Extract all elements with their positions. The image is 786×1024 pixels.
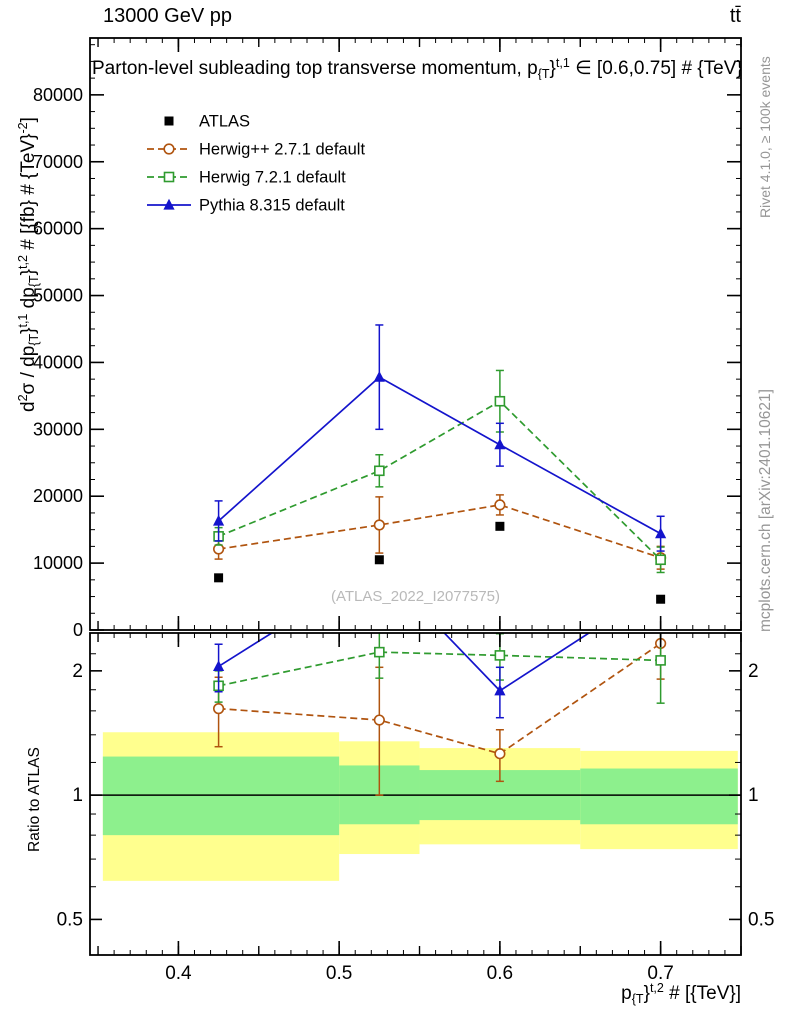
legend-entry-herwig-2-7-1-default: Herwig++ 2.7.1 default (147, 141, 365, 159)
legend-entry-herwig-7-2-1-default: Herwig 7.2.1 default (147, 169, 346, 187)
series-pythia-8-315-default (212, 324, 667, 552)
panel-frame (89, 37, 742, 631)
inner-band (580, 768, 738, 825)
series-herwig-7-2-1-default (213, 633, 666, 704)
svg-text:ATLAS: ATLAS (199, 113, 250, 131)
svg-text:0.4: 0.4 (165, 963, 192, 984)
svg-text:Herwig 7.2.1 default: Herwig 7.2.1 default (199, 169, 346, 187)
svg-text:20000: 20000 (33, 486, 83, 506)
svg-text:0: 0 (73, 620, 83, 640)
svg-text:1: 1 (72, 785, 83, 806)
svg-text:2: 2 (72, 661, 83, 682)
series-atlas (214, 521, 666, 604)
svg-text:Pythia 8.315 default: Pythia 8.315 default (199, 197, 345, 215)
x-axis-label: p{T}t,2 # [{TeV}] (621, 981, 741, 1007)
legend: ATLAS Herwig++ 2.7.1 default Herwig 7.2.1 … (147, 113, 365, 215)
svg-text:0.5: 0.5 (326, 963, 352, 984)
svg-text:0.5: 0.5 (57, 909, 83, 930)
process-label: tt̄ (729, 5, 741, 27)
analysis-watermark: (ATLAS_2022_I2077575) (330, 588, 500, 605)
main-panel-series (212, 324, 667, 604)
legend-entry-atlas: ATLAS (164, 113, 250, 131)
svg-text:1: 1 (748, 785, 759, 806)
beam-energy-label: 13000 GeV pp (103, 5, 232, 27)
svg-text:60000: 60000 (33, 219, 83, 239)
svg-text:80000: 80000 (33, 85, 83, 105)
svg-text:70000: 70000 (33, 152, 83, 172)
svg-text:2: 2 (748, 661, 759, 682)
plot-title: Parton-level subleading top transverse m… (92, 57, 741, 80)
svg-text:Herwig++ 2.7.1 default: Herwig++ 2.7.1 default (199, 141, 365, 159)
inner-band (102, 756, 340, 836)
series-herwig-2-7-1-default (212, 494, 667, 570)
series-herwig-7-2-1-default (213, 369, 666, 574)
series-pythia-8-315-default (212, 633, 591, 719)
panel-frame (89, 632, 742, 956)
svg-text:40000: 40000 (33, 352, 83, 372)
legend-entry-pythia-8-315-default: Pythia 8.315 default (147, 197, 345, 215)
svg-text:0.7: 0.7 (647, 963, 673, 984)
svg-text:50000: 50000 (33, 286, 83, 306)
svg-text:0.5: 0.5 (748, 909, 774, 930)
axes-ticks: 0 10000 20000 30000 40000 50000 60000 70000 8000… (33, 38, 774, 984)
uncertainty-bands (102, 732, 738, 881)
svg-text:10000: 10000 (33, 553, 83, 573)
svg-text:30000: 30000 (33, 419, 83, 439)
svg-text:0.6: 0.6 (487, 963, 513, 984)
